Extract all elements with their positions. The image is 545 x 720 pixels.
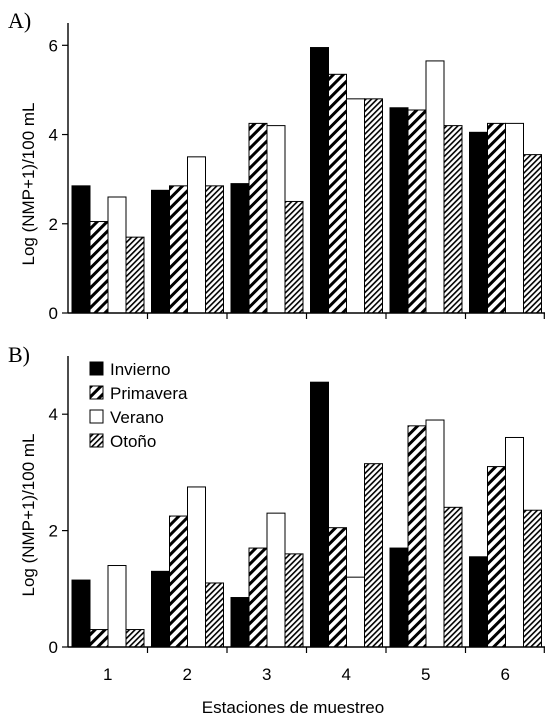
- panel-a-bar-primavera-station-3: [248, 122, 268, 314]
- panel-b-y-axis-label: Log (NMP+1)/100 mL: [19, 434, 38, 597]
- panel-a-bar-otono-station-5: [443, 125, 463, 314]
- panel-b-bar-primavera-station-6: [487, 466, 506, 648]
- panel-a-axes: [67, 23, 545, 319]
- panel-a-y-tick-label: 0: [49, 304, 58, 323]
- panel-a-bar-verano-station-1: [107, 196, 127, 314]
- legend-swatch-verano: [89, 409, 104, 424]
- panel-a-bar-otono-station-1: [125, 236, 145, 314]
- panel-b-bar-primavera-station-1: [89, 629, 109, 648]
- panel-b-bar-primavera-station-5: [407, 425, 427, 648]
- panel-a-bar-otono-station-3: [284, 200, 304, 314]
- panel-a-y-tick-label: 2: [49, 215, 58, 234]
- panel-b-bar-otono-station-3: [284, 553, 304, 648]
- panel-a-label: A): [8, 8, 31, 33]
- panel-b-axes: [67, 356, 545, 653]
- panel-b-bar-verano-station-6: [505, 436, 524, 648]
- legend-swatch-primavera: [89, 385, 104, 400]
- legend: Invierno Primavera Verano Otoño: [89, 360, 188, 451]
- legend-swatch-invierno: [89, 361, 104, 376]
- legend-label-primavera: Primavera: [110, 384, 188, 403]
- panel-a-y-ticks: 0 2 4 6: [49, 36, 68, 323]
- panel-b-bar-otono-station-5: [443, 506, 463, 648]
- panel-a-bar-primavera-station-6: [487, 122, 506, 314]
- panel-b: B) Log (NMP+1)/100 mL 0 2 4 1 2 3 4 5 6: [8, 342, 545, 684]
- panel-a-bar-invierno-station-5: [389, 107, 409, 314]
- panel-b-bar-primavera-station-3: [248, 547, 268, 648]
- panel-a-bar-invierno-station-2: [151, 189, 170, 314]
- panel-a-bar-invierno-station-1: [71, 185, 91, 314]
- panel-a-bar-verano-station-6: [505, 122, 524, 314]
- panel-a-bar-verano-station-4: [346, 98, 365, 314]
- panel-a-bar-primavera-station-5: [407, 109, 427, 314]
- panel-a-bar-otono-station-4: [364, 98, 383, 314]
- x-tick-label-station-4: 4: [342, 665, 351, 684]
- panel-b-bar-verano-station-5: [425, 419, 445, 648]
- legend-label-otono: Otoño: [110, 432, 156, 451]
- panel-b-bar-verano-station-1: [107, 565, 127, 648]
- panel-a: A) Log (NMP+1)/100 mL 0 2 4 6: [8, 8, 545, 323]
- panel-b-y-tick-label: 0: [49, 638, 58, 657]
- panel-b-bar-invierno-station-4: [310, 381, 329, 648]
- panel-b-bar-otono-station-2: [205, 582, 224, 648]
- panel-b-bar-otono-station-4: [364, 463, 383, 648]
- panel-b-y-tick-label: 4: [49, 405, 58, 424]
- legend-swatch-otono: [89, 433, 104, 448]
- panel-b-bar-verano-station-4: [346, 576, 365, 648]
- panel-b-bar-invierno-station-5: [389, 547, 409, 648]
- x-tick-label-station-3: 3: [262, 665, 271, 684]
- panel-a-bar-primavera-station-4: [328, 73, 347, 314]
- panel-a-bar-otono-station-6: [523, 154, 542, 314]
- panel-b-y-ticks: 0 2 4: [49, 405, 68, 657]
- panel-b-x-ticks: 1 2 3 4 5 6: [103, 665, 510, 684]
- panel-b-bar-otono-station-1: [125, 629, 145, 648]
- panel-a-bar-primavera-station-2: [169, 185, 188, 314]
- panel-b-y-tick-label: 2: [49, 522, 58, 541]
- panel-a-bar-invierno-station-6: [469, 131, 488, 314]
- x-tick-label-station-5: 5: [421, 665, 430, 684]
- panel-b-bar-primavera-station-2: [169, 515, 188, 648]
- panel-b-bar-primavera-station-4: [328, 527, 347, 648]
- x-axis-label: Estaciones de muestreo: [202, 698, 384, 717]
- x-tick-label-station-6: 6: [501, 665, 510, 684]
- panel-a-bar-primavera-station-1: [89, 221, 109, 314]
- panel-a-bars: [71, 47, 542, 314]
- panel-a-y-axis-label: Log (NMP+1)/100 mL: [19, 103, 38, 266]
- panel-b-label: B): [8, 342, 30, 367]
- panel-b-bar-invierno-station-1: [71, 579, 91, 648]
- panel-b-bars: [71, 381, 542, 648]
- panel-a-bar-invierno-station-3: [230, 183, 250, 314]
- panel-b-bar-invierno-station-3: [230, 597, 250, 648]
- panel-b-bar-otono-station-6: [523, 509, 542, 648]
- panel-a-y-tick-label: 6: [49, 36, 58, 55]
- panel-a-bar-verano-station-3: [266, 125, 286, 314]
- panel-a-bar-verano-station-5: [425, 60, 445, 314]
- panel-b-bar-invierno-station-2: [151, 570, 170, 648]
- x-tick-label-station-1: 1: [103, 665, 112, 684]
- legend-label-invierno: Invierno: [110, 360, 170, 379]
- panel-a-bar-invierno-station-4: [310, 47, 329, 314]
- panel-b-bar-invierno-station-6: [469, 556, 488, 648]
- legend-label-verano: Verano: [110, 408, 164, 427]
- panel-b-bar-verano-station-2: [187, 486, 206, 648]
- panel-a-bar-otono-station-2: [205, 185, 224, 314]
- panel-b-bar-verano-station-3: [266, 512, 286, 648]
- x-tick-label-station-2: 2: [183, 665, 192, 684]
- panel-a-y-tick-label: 4: [49, 126, 58, 145]
- panel-a-bar-verano-station-2: [187, 156, 206, 314]
